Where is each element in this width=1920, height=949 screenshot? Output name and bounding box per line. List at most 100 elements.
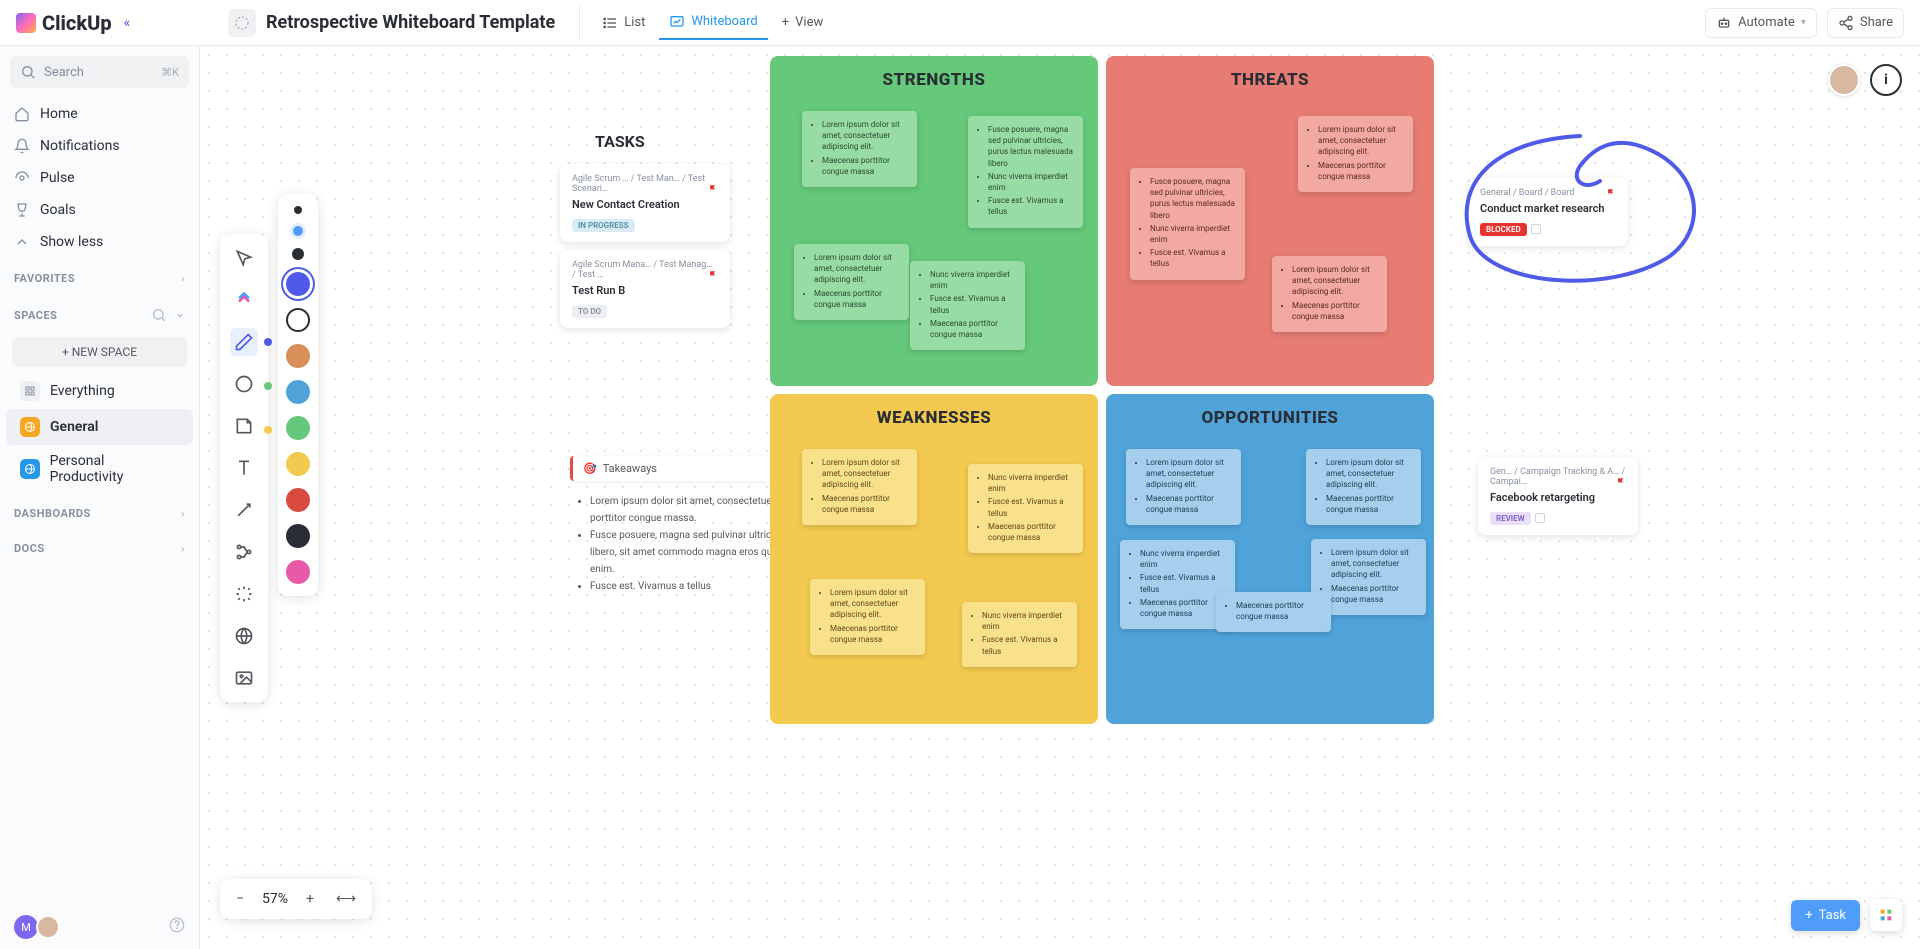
sticky-text: Fusce est. Vivamus a tellus bbox=[982, 634, 1067, 656]
sticky-note[interactable]: Maecenas porttitor congue massa bbox=[1216, 592, 1331, 632]
color-swatch[interactable] bbox=[286, 452, 310, 476]
tool-select[interactable] bbox=[230, 244, 258, 272]
sticky-text: Maecenas porttitor congue massa bbox=[822, 493, 907, 515]
color-swatch[interactable] bbox=[286, 380, 310, 404]
sticky-note[interactable]: Nunc viverra imperdiet enimFusce est. Vi… bbox=[910, 261, 1025, 350]
automate-button[interactable]: Automate ▾ bbox=[1705, 8, 1817, 38]
color-swatch[interactable] bbox=[286, 488, 310, 512]
sticky-note[interactable]: Lorem ipsum dolor sit amet, consectetuer… bbox=[794, 244, 909, 320]
task-card[interactable]: Agile Scrum … / Test Man… / Test Scenari… bbox=[560, 164, 730, 242]
tab-list[interactable]: List bbox=[592, 7, 655, 39]
zoom-controls: − 57% + ⟷ bbox=[220, 879, 372, 919]
sidebar-label-showless: Show less bbox=[40, 234, 103, 250]
section-spaces[interactable]: SPACES ⌄ bbox=[0, 293, 199, 331]
checkbox-icon[interactable] bbox=[1535, 513, 1545, 523]
apps-button[interactable] bbox=[1870, 899, 1902, 931]
chevron-right-icon: › bbox=[181, 507, 185, 520]
tool-palette bbox=[220, 234, 268, 702]
section-dashboards[interactable]: DASHBOARDS› bbox=[0, 493, 199, 528]
search-input[interactable]: Search ⌘K bbox=[10, 56, 189, 88]
checkbox-icon[interactable] bbox=[1531, 224, 1541, 234]
quad-opportunities[interactable]: OPPORTUNITIESLorem ipsum dolor sit amet,… bbox=[1106, 394, 1434, 724]
size-dot-small[interactable] bbox=[294, 206, 302, 214]
sticky-note[interactable]: Lorem ipsum dolor sit amet, consectetuer… bbox=[802, 449, 917, 525]
space-item-personal-productivity[interactable]: Personal Productivity bbox=[6, 445, 193, 493]
size-dot-med[interactable] bbox=[293, 226, 303, 236]
sticky-note[interactable]: Fusce posuere, magna sed pulvinar ultric… bbox=[968, 116, 1083, 228]
indicator-dot bbox=[264, 426, 272, 434]
tool-text[interactable] bbox=[230, 454, 258, 482]
sticky-note[interactable]: Nunc viverra imperdiet enimFusce est. Vi… bbox=[962, 602, 1077, 667]
search-spaces-icon[interactable] bbox=[151, 307, 167, 323]
space-item-everything[interactable]: Everything bbox=[6, 373, 193, 409]
quad-strengths[interactable]: STRENGTHSLorem ipsum dolor sit amet, con… bbox=[770, 56, 1098, 386]
help-icon[interactable] bbox=[169, 917, 185, 937]
app-logo[interactable]: ClickUp bbox=[16, 11, 112, 35]
color-swatch[interactable] bbox=[286, 272, 310, 296]
task-breadcrumbs: Gen… / Campaign Tracking & A… / Campai… bbox=[1490, 467, 1626, 487]
user-avatar-initial[interactable]: M bbox=[14, 915, 38, 939]
size-dot-large[interactable] bbox=[292, 248, 304, 260]
share-button[interactable]: Share bbox=[1827, 8, 1904, 38]
sidebar-label-notifications: Notifications bbox=[40, 138, 120, 154]
tool-image[interactable] bbox=[230, 664, 258, 692]
space-badge-icon bbox=[20, 417, 40, 437]
new-space-button[interactable]: + NEW SPACE bbox=[12, 337, 187, 367]
board-content: TASKS Agile Scrum … / Test Man… / Test S… bbox=[360, 56, 1900, 869]
sticky-note[interactable]: Lorem ipsum dolor sit amet, consectetuer… bbox=[1298, 116, 1413, 192]
sidebar-item-home[interactable]: Home bbox=[0, 98, 199, 130]
sticky-text: Nunc viverra imperdiet enim bbox=[1140, 548, 1225, 570]
tool-pen[interactable] bbox=[230, 328, 258, 356]
section-favorites[interactable]: FAVORITES› bbox=[0, 258, 199, 293]
tool-mindmap[interactable] bbox=[230, 538, 258, 566]
color-swatch[interactable] bbox=[286, 560, 310, 584]
space-badge-icon bbox=[20, 459, 40, 479]
color-swatch[interactable] bbox=[286, 308, 310, 332]
tab-whiteboard-label: Whiteboard bbox=[691, 14, 757, 29]
color-swatch[interactable] bbox=[286, 416, 310, 440]
tool-shape[interactable] bbox=[230, 370, 258, 398]
fit-width-button[interactable]: ⟷ bbox=[332, 887, 360, 911]
sidebar-item-goals[interactable]: Goals bbox=[0, 194, 199, 226]
new-task-button[interactable]: +Task bbox=[1791, 900, 1860, 931]
sticky-note[interactable]: Lorem ipsum dolor sit amet, consectetuer… bbox=[1272, 256, 1387, 332]
space-item-general[interactable]: General bbox=[6, 409, 193, 445]
sticky-text: Fusce est. Vivamus a tellus bbox=[1150, 247, 1235, 269]
sticky-note[interactable]: Lorem ipsum dolor sit amet, consectetuer… bbox=[1126, 449, 1241, 525]
task-card[interactable]: Agile Scrum Mana… / Test Manag… / Test …… bbox=[560, 250, 730, 328]
threats-title: THREATS bbox=[1124, 70, 1416, 90]
quad-threats[interactable]: THREATS Lorem ipsum dolor sit amet, conse… bbox=[1106, 56, 1434, 386]
tab-whiteboard[interactable]: Whiteboard bbox=[659, 6, 767, 40]
sticky-note[interactable]: Lorem ipsum dolor sit amet, consectetuer… bbox=[1306, 449, 1421, 525]
sidebar-item-notifications[interactable]: Notifications bbox=[0, 130, 199, 162]
tool-ai[interactable] bbox=[230, 580, 258, 608]
tool-web[interactable] bbox=[230, 622, 258, 650]
user-avatar-photo[interactable] bbox=[36, 915, 60, 939]
task-card[interactable]: General / Board / Board Conduct market r… bbox=[1468, 178, 1628, 246]
section-docs[interactable]: DOCS› bbox=[0, 528, 199, 563]
tool-sticky[interactable] bbox=[230, 412, 258, 440]
collapse-sidebar-icon[interactable]: « bbox=[124, 15, 131, 31]
zoom-out-button[interactable]: − bbox=[232, 887, 248, 911]
chevron-down-icon[interactable]: ⌄ bbox=[175, 307, 185, 323]
zoom-in-button[interactable]: + bbox=[302, 887, 318, 911]
search-shortcut: ⌘K bbox=[161, 66, 179, 79]
quad-weaknesses[interactable]: WEAKNESSESLorem ipsum dolor sit amet, co… bbox=[770, 394, 1098, 724]
tool-clickup[interactable] bbox=[230, 286, 258, 314]
sticky-note[interactable]: Fusce posuere, magna sed pulvinar ultric… bbox=[1130, 168, 1245, 280]
sticky-text: Fusce posuere, magna sed pulvinar ultric… bbox=[988, 124, 1073, 169]
task-card[interactable]: Gen… / Campaign Tracking & A… / Campai… … bbox=[1478, 457, 1638, 535]
color-swatch[interactable] bbox=[286, 344, 310, 368]
tab-add-view[interactable]: + View bbox=[772, 7, 834, 38]
sticky-note[interactable]: Lorem ipsum dolor sit amet, consectetuer… bbox=[810, 579, 925, 655]
tool-connector[interactable] bbox=[230, 496, 258, 524]
sidebar-item-showless[interactable]: Show less bbox=[0, 226, 199, 258]
sticky-text: Fusce est. Vivamus a tellus bbox=[1140, 572, 1225, 594]
sidebar-item-pulse[interactable]: Pulse bbox=[0, 162, 199, 194]
sticky-note[interactable]: Lorem ipsum dolor sit amet, consectetuer… bbox=[802, 111, 917, 187]
app-header: ClickUp « Retrospective Whiteboard Templ… bbox=[0, 0, 1920, 46]
whiteboard-canvas[interactable]: i − 57% + ⟷ bbox=[200, 46, 1920, 949]
sticky-text: Maecenas porttitor congue massa bbox=[822, 155, 907, 177]
color-swatch[interactable] bbox=[286, 524, 310, 548]
sticky-note[interactable]: Nunc viverra imperdiet enimFusce est. Vi… bbox=[968, 464, 1083, 553]
